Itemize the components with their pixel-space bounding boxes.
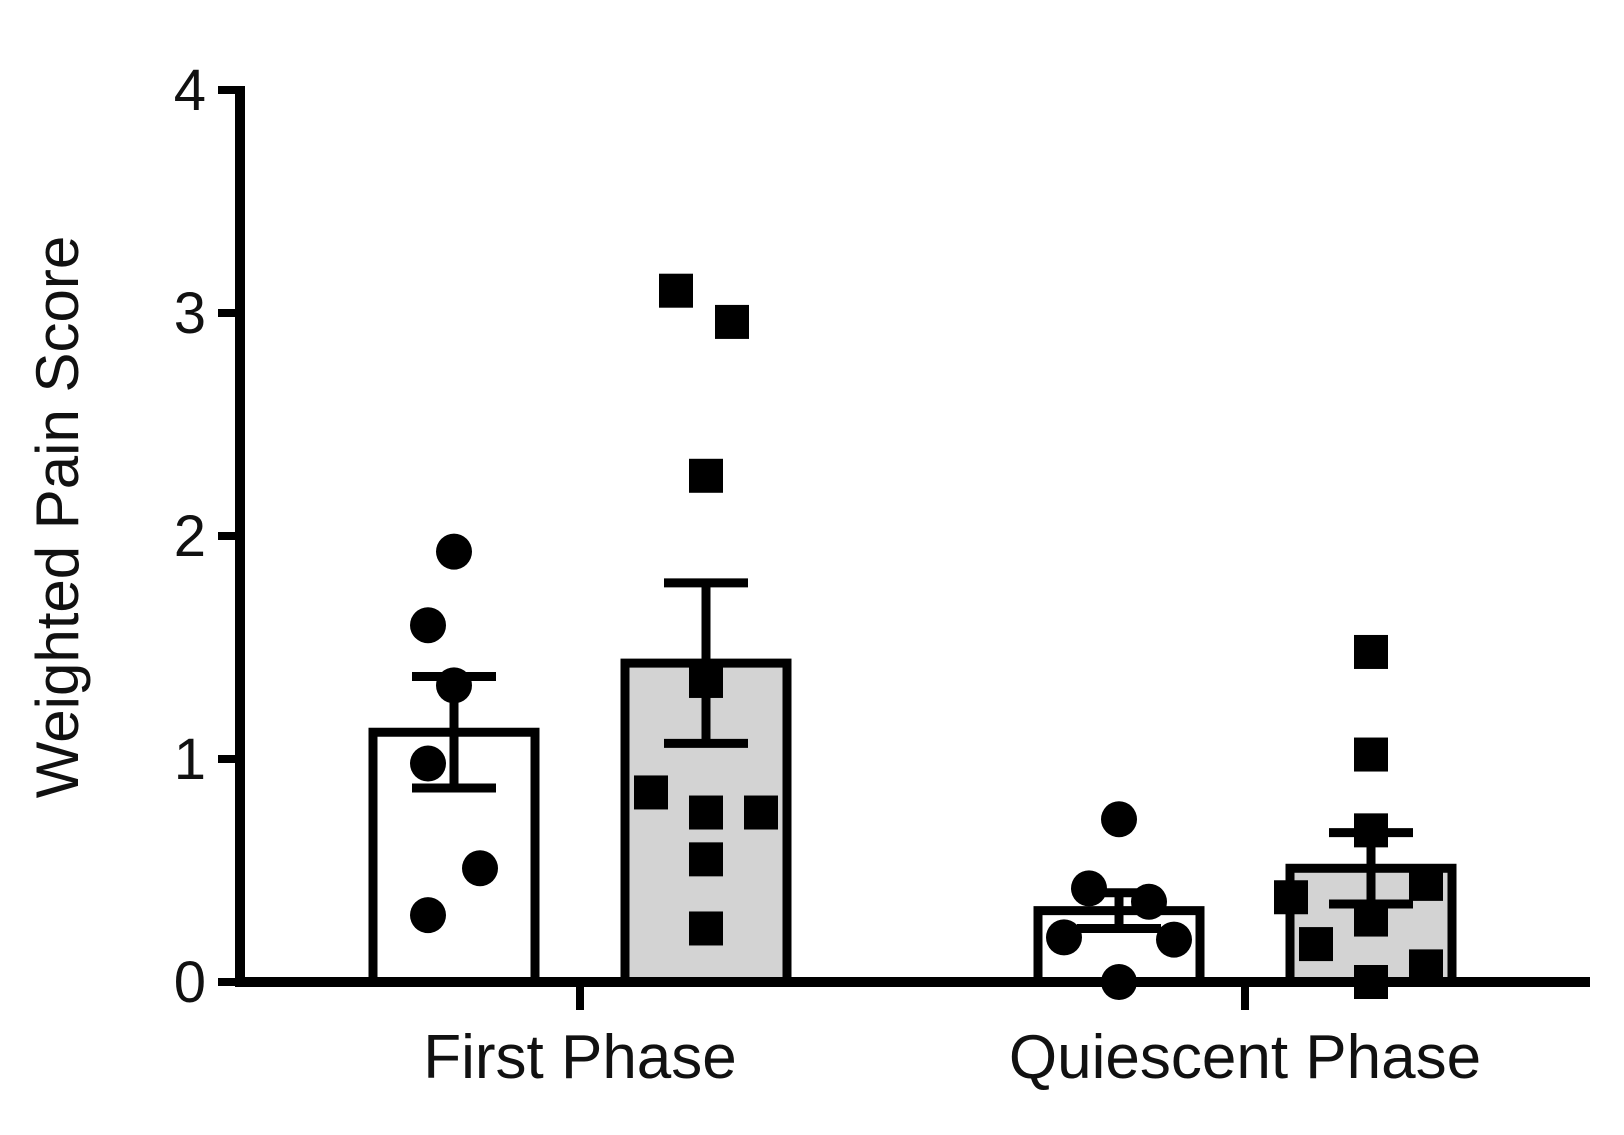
y-tick-label: 1: [174, 727, 206, 792]
data-point: [634, 775, 668, 810]
y-axis-title: Weighted Pain Score: [24, 236, 91, 799]
data-point: [436, 533, 472, 570]
data-point: [744, 795, 778, 830]
data-point: [1046, 919, 1082, 956]
data-point: [1274, 880, 1308, 915]
y-tick-label: 3: [174, 281, 206, 346]
data-point: [715, 304, 749, 339]
data-point: [1299, 927, 1333, 962]
data-point: [689, 795, 723, 830]
data-point: [410, 607, 446, 644]
data-point: [689, 842, 723, 877]
chart-marks: [368, 273, 1457, 1000]
data-point: [410, 897, 446, 934]
x-category-label: First Phase: [423, 1023, 737, 1092]
chart-axes: 0 1 2 3 4 First Phase Quiescent Phase: [174, 58, 1590, 1092]
y-tick-label: 0: [174, 950, 206, 1015]
data-point: [1156, 921, 1192, 958]
data-point: [689, 911, 723, 946]
data-point: [1354, 634, 1388, 669]
data-point: [1354, 737, 1388, 772]
x-category-label: Quiescent Phase: [1009, 1023, 1481, 1092]
data-point: [659, 273, 693, 308]
y-tick-label: 2: [174, 504, 206, 569]
data-point: [462, 850, 498, 887]
data-point: [410, 745, 446, 782]
data-point: [1101, 801, 1137, 838]
y-tick-label: 4: [174, 58, 206, 123]
data-point: [1409, 866, 1443, 901]
data-point: [689, 458, 723, 493]
